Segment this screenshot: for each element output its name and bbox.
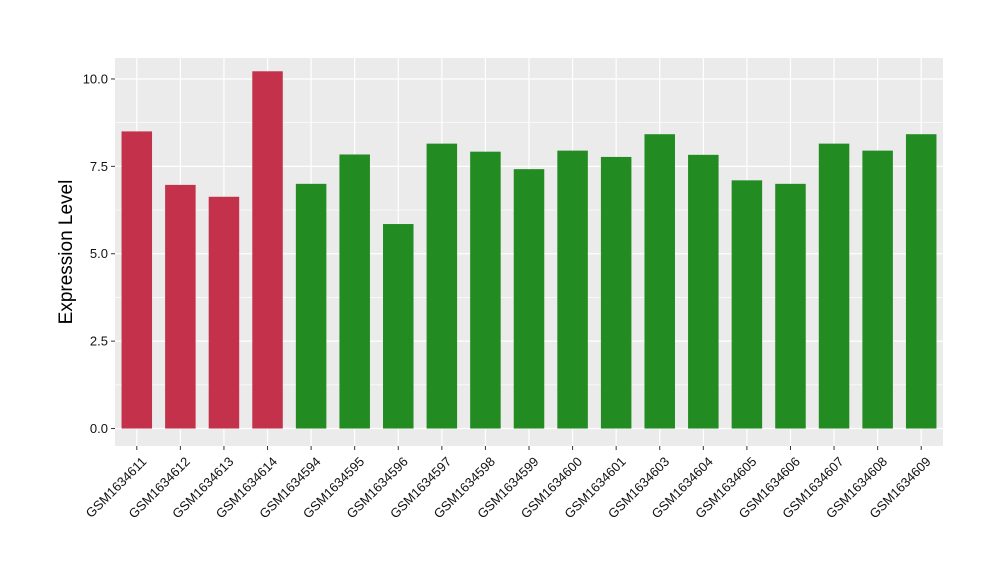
- bar-gsm1634613: [208, 196, 240, 429]
- bar-gsm1634614: [252, 71, 283, 429]
- bar-series: [121, 71, 937, 429]
- bar-gsm1634598: [470, 151, 501, 429]
- bar-gsm1634609: [905, 134, 937, 429]
- y-tick-label: 10.0: [83, 71, 108, 86]
- bar-gsm1634594: [295, 183, 327, 429]
- bar-gsm1634599: [513, 169, 545, 429]
- bar-gsm1634608: [862, 150, 893, 429]
- bar-gsm1634603: [644, 134, 675, 429]
- x-axis: GSM1634611GSM1634612GSM1634613GSM1634614…: [83, 446, 934, 521]
- bar-gsm1634606: [775, 183, 806, 429]
- bar-gsm1634611: [121, 131, 153, 429]
- bar-gsm1634604: [688, 154, 719, 429]
- bar-gsm1634597: [426, 143, 458, 429]
- y-tick-label: 2.5: [90, 334, 108, 349]
- bar-gsm1634601: [600, 156, 632, 429]
- y-axis: 0.0 2.5 5.0 7.5 10.0: [83, 71, 115, 436]
- bar-gsm1634595: [339, 154, 370, 429]
- bar-gsm1634612: [165, 184, 196, 429]
- bar-gsm1634600: [557, 150, 588, 429]
- y-tick-label: 5.0: [90, 246, 108, 261]
- bar-gsm1634607: [818, 143, 850, 429]
- bar-gsm1634596: [383, 224, 414, 429]
- bar-gsm1634605: [731, 180, 763, 429]
- y-tick-label: 0.0: [90, 421, 108, 436]
- y-axis-title: Expression Level: [56, 180, 77, 325]
- y-tick-label: 7.5: [90, 159, 108, 174]
